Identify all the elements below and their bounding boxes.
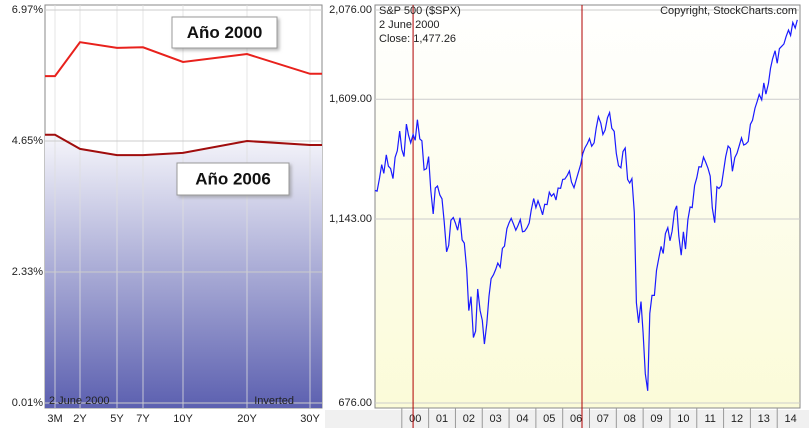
- x-tick-label: 08: [624, 413, 636, 425]
- x-tick-label: 30Y: [300, 413, 320, 425]
- x-tick-label: 04: [516, 413, 528, 425]
- right-plot-frame: [374, 4, 801, 409]
- series-line: [45, 41, 322, 78]
- series-line: [45, 133, 322, 157]
- y-tick-label: 1,143.00: [329, 213, 372, 225]
- copyright: Copyright, StockCharts.com: [660, 5, 797, 17]
- right-axis-strip: [325, 410, 809, 428]
- y-tick-label: 2.33%: [12, 266, 43, 278]
- y-tick-label: 4.65%: [12, 135, 43, 147]
- x-tick-label: 00: [409, 413, 421, 425]
- y-tick-label: 2,076.00: [329, 4, 372, 16]
- x-tick-label: 03: [490, 413, 502, 425]
- x-tick-label: 2Y: [73, 413, 87, 425]
- legend-box: [176, 162, 290, 196]
- price-line: [374, 19, 798, 391]
- x-tick-label: 07: [597, 413, 609, 425]
- legend-label: Año 2006: [195, 169, 271, 188]
- y-tick-label: 1,609.00: [329, 93, 372, 105]
- x-tick-label: 20Y: [237, 413, 257, 425]
- x-tick-label: 06: [570, 413, 582, 425]
- legend-box: [171, 16, 278, 49]
- x-tick-label: 7Y: [136, 413, 150, 425]
- x-tick-label: 5Y: [110, 413, 124, 425]
- inverted-annotation: Inverted: [254, 395, 294, 407]
- right-chart: 2,076.00 1,609.00 1,143.00 676.00 00 01 02 03 04…: [329, 4, 800, 428]
- chart-title: S&P 500 ($SPX): [379, 5, 461, 17]
- y-tick-label: 676.00: [338, 397, 372, 409]
- x-tick-label: 10Y: [173, 413, 193, 425]
- y-tick-label: 0.01%: [12, 397, 43, 409]
- x-tick-label: 14: [784, 413, 796, 425]
- y-tick-label: 6.97%: [12, 4, 43, 16]
- date-annotation: 2 June 2000: [49, 395, 110, 407]
- close-annotation: Close: 1,477.26: [379, 33, 456, 45]
- date-annotation: 2 June 2000: [379, 19, 440, 31]
- x-tick-label: 05: [543, 413, 555, 425]
- legend-label: Año 2000: [187, 23, 263, 42]
- x-tick-label: 10: [677, 413, 689, 425]
- left-chart: 6.97% 4.65% 2.33% 0.01% 3M 2Y 5Y 7Y 10Y 20Y 30Y Año…: [12, 4, 322, 425]
- x-tick-label: 12: [731, 413, 743, 425]
- x-tick-label: 09: [650, 413, 662, 425]
- x-tick-label: 3M: [47, 413, 62, 425]
- x-tick-label: 02: [463, 413, 475, 425]
- x-tick-label: 11: [704, 413, 715, 425]
- x-tick-label: 13: [758, 413, 770, 425]
- x-tick-label: 01: [436, 413, 448, 425]
